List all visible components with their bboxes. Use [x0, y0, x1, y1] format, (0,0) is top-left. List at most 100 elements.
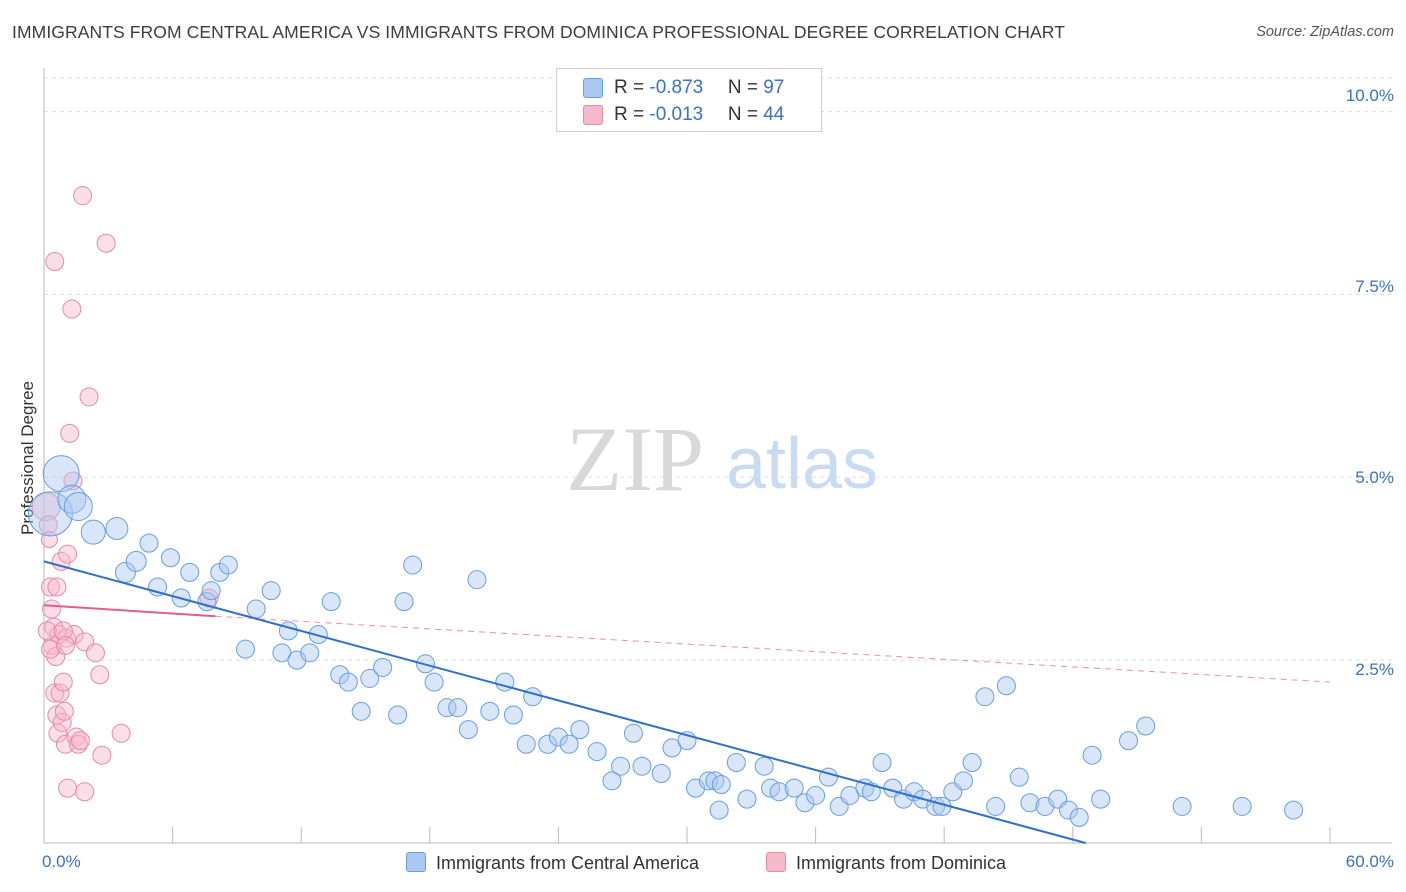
legend-r-value: -0.013 — [649, 104, 704, 125]
data-point-central-america — [351, 701, 371, 721]
data-point-central-america — [769, 782, 789, 802]
data-point-central-america — [698, 771, 718, 791]
data-point-dominica — [45, 252, 65, 272]
chart-title: IMMIGRANTS FROM CENTRAL AMERICA VS IMMIG… — [12, 22, 1065, 42]
data-point-central-america — [611, 756, 631, 776]
data-point-central-america — [548, 727, 568, 747]
data-point-central-america — [872, 753, 892, 773]
data-point-dominica — [53, 672, 73, 692]
y-tick-label-7-5: 7.5% — [1355, 277, 1394, 296]
source-credit: Source: ZipAtlas.com — [1256, 24, 1394, 40]
data-point-dominica — [60, 423, 80, 443]
data-point-central-america — [754, 756, 774, 776]
watermark-atlas: atlas — [726, 424, 878, 504]
correlation-legend: R = -0.873 N = 97 R = -0.013 N = 44 — [556, 68, 822, 132]
data-point-central-america — [388, 705, 408, 725]
bottom-legend-swatch-pink — [766, 852, 786, 872]
data-point-central-america — [448, 698, 468, 718]
legend-swatch-pink — [583, 105, 603, 125]
data-point-central-america — [394, 592, 414, 612]
data-point-dominica — [58, 544, 78, 564]
series-central-america-points — [27, 455, 1304, 827]
data-point-central-america — [953, 771, 973, 791]
data-point-central-america — [1136, 716, 1156, 736]
data-point-dominica — [47, 577, 67, 597]
data-point-central-america — [235, 639, 255, 659]
data-point-dominica — [70, 731, 90, 751]
data-point-central-america — [160, 548, 180, 568]
data-point-central-america — [125, 550, 147, 572]
y-tick-label-10: 10.0% — [1345, 86, 1394, 105]
data-point-central-america — [1119, 731, 1139, 751]
data-point-central-america — [975, 687, 995, 707]
data-point-central-america — [105, 516, 129, 540]
data-point-dominica — [53, 621, 73, 641]
legend-n-value: 97 — [763, 77, 785, 98]
watermark: ZIP atlas — [566, 408, 878, 510]
data-point-central-america — [705, 771, 725, 791]
bottom-legend-dominica: Immigrants from Dominica — [766, 852, 1006, 874]
x-tick-label-min: 0.0% — [42, 852, 81, 871]
legend-r-value: -0.873 — [649, 77, 704, 98]
data-point-dominica — [92, 745, 112, 765]
data-point-central-america — [538, 734, 558, 754]
data-point-central-america — [737, 789, 757, 809]
legend-r-label: R = — [614, 77, 650, 98]
data-point-central-america — [523, 687, 543, 707]
y-tick-label-5: 5.0% — [1355, 468, 1394, 487]
data-point-dominica — [55, 636, 75, 656]
data-point-central-america — [1059, 800, 1079, 820]
data-point-dominica — [54, 701, 74, 721]
data-point-dominica — [68, 734, 88, 754]
data-point-central-america — [1284, 800, 1304, 820]
data-point-central-america — [180, 562, 200, 582]
trend-lines — [43, 560, 1331, 844]
axes — [43, 68, 1392, 844]
data-point-dominica — [51, 551, 71, 571]
data-point-central-america — [516, 734, 536, 754]
data-point-central-america — [403, 555, 423, 575]
data-point-central-america — [711, 774, 731, 794]
data-point-central-america — [1091, 789, 1111, 809]
data-point-central-america — [360, 668, 380, 688]
data-point-central-america — [218, 555, 238, 575]
data-point-central-america — [503, 705, 523, 725]
data-point-dominica — [90, 665, 110, 685]
trend-line-dominica — [43, 604, 216, 618]
data-point-central-america — [63, 492, 93, 522]
data-point-central-america — [1082, 745, 1102, 765]
data-point-dominica — [62, 299, 82, 319]
data-point-central-america — [437, 698, 457, 718]
data-point-central-america — [795, 793, 815, 813]
data-point-dominica — [75, 782, 95, 802]
data-point-dominica — [111, 723, 131, 743]
legend-n-value: 44 — [763, 104, 785, 125]
legend-n-label: N = — [727, 77, 764, 98]
bottom-legend-swatch-blue — [406, 852, 426, 872]
data-point-central-america — [42, 455, 80, 493]
data-point-dominica — [42, 599, 62, 619]
data-point-central-america — [602, 771, 622, 791]
data-point-central-america — [139, 533, 159, 553]
data-point-central-america — [559, 734, 579, 754]
legend-r-label: R = — [614, 104, 650, 125]
data-point-central-america — [373, 657, 393, 677]
data-point-dominica — [37, 621, 57, 641]
legend-swatch-blue — [583, 78, 603, 98]
data-point-dominica — [73, 186, 93, 206]
data-point-central-america — [1232, 796, 1252, 816]
data-point-central-america — [201, 581, 221, 601]
data-point-dominica — [85, 643, 105, 663]
data-point-central-america — [246, 599, 266, 619]
data-point-central-america — [261, 581, 281, 601]
data-point-central-america — [424, 672, 444, 692]
data-point-central-america — [338, 672, 358, 692]
data-point-central-america — [467, 570, 487, 590]
watermark-zip: ZIP — [566, 408, 704, 510]
data-point-central-america — [278, 621, 298, 641]
data-point-central-america — [1172, 796, 1192, 816]
data-point-central-america — [1020, 793, 1040, 813]
data-point-central-america — [570, 720, 590, 740]
data-point-dominica — [48, 723, 68, 743]
